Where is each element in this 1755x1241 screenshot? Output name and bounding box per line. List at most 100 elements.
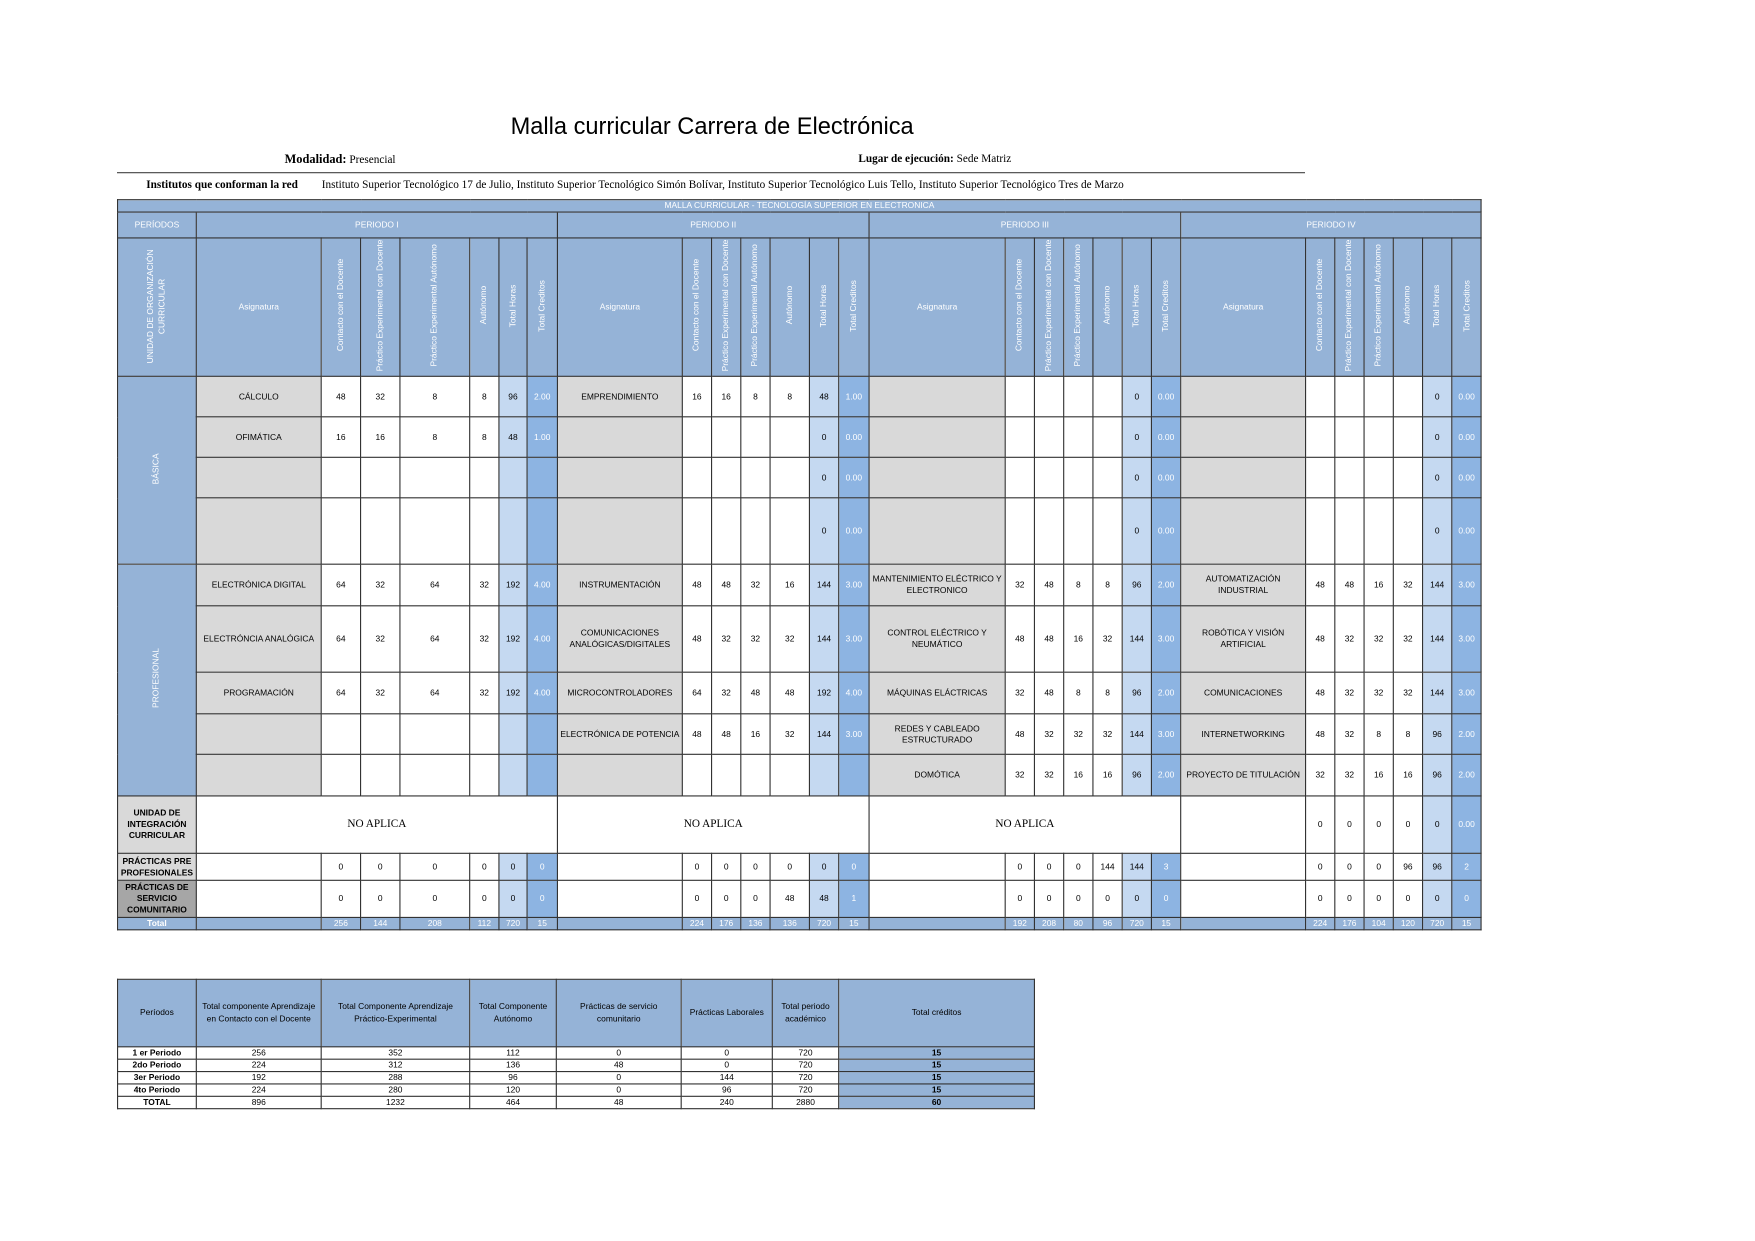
summary-period: 3er Periodo — [117, 1071, 197, 1085]
hours: 15 — [1150, 917, 1182, 931]
hours — [399, 497, 471, 565]
hours: 48 — [711, 713, 742, 756]
hours: 32 — [1063, 713, 1094, 756]
hours: 32 — [1334, 753, 1365, 797]
hours: 0 — [740, 852, 771, 882]
hours: 48 — [681, 605, 713, 673]
hours — [469, 456, 500, 499]
subject: COMUNICACIONES — [1180, 671, 1307, 715]
hours: 0 — [360, 852, 401, 882]
summary-period: 1 er Periodo — [117, 1046, 197, 1060]
hours: 256 — [320, 917, 362, 931]
row: Períodos Total componente Aprendizaje en … — [117, 978, 1035, 1048]
hours: 48 — [711, 563, 742, 607]
hours: 0.00 — [1451, 375, 1482, 418]
special-label: UNIDAD DE INTEGRACIÓN CURRICULAR — [117, 795, 197, 855]
hours: 0 — [1334, 795, 1365, 855]
hours: 0 — [1392, 795, 1424, 855]
summary-value: 60 — [838, 1095, 1035, 1110]
modalidad: Modalidad: Presencial — [285, 153, 396, 167]
hours — [399, 713, 471, 756]
hours: 2.00 — [1150, 753, 1182, 797]
hours — [681, 753, 713, 797]
row: ELECTRÓNCIA ANALÓGICA 64 32 64 32 192 4.00 COMU… — [118, 605, 1482, 673]
hours: 96 — [1422, 852, 1453, 882]
hours — [740, 456, 771, 499]
hours: 32 — [469, 563, 500, 607]
row: 3er Periodo 192 288 96 0 144 720 15 — [117, 1071, 1035, 1085]
hours: 208 — [399, 917, 471, 931]
hours: 0 — [469, 879, 500, 919]
row: TOTAL 896 1232 464 48 240 2880 60 — [117, 1095, 1035, 1110]
column-header-text: Práctico Experimental con Docente — [1343, 239, 1354, 372]
hours — [1063, 375, 1094, 418]
column-header: Práctico Experimental con Docente — [360, 237, 401, 378]
hours — [740, 753, 771, 797]
unit-label-text: BÁSICA — [151, 453, 162, 485]
subject: EMPRENDIMIENTO — [556, 375, 683, 418]
hours — [1363, 456, 1394, 499]
subject — [195, 753, 322, 797]
hours — [1334, 456, 1365, 499]
hours: 0 — [769, 852, 810, 882]
hours — [1004, 375, 1035, 418]
summary-value: 112 — [469, 1046, 557, 1060]
hours: 0 — [1422, 795, 1453, 855]
hours: 32 — [769, 713, 810, 756]
summary-value: 96 — [680, 1083, 773, 1097]
hours: 192 — [808, 671, 840, 715]
unit-label: BÁSICA — [117, 375, 197, 565]
hours: 16 — [1363, 753, 1394, 797]
column-header: Total Creditos — [526, 237, 558, 378]
hours: 0 — [526, 852, 558, 882]
period-header: PERIODO IV — [1180, 211, 1482, 239]
hours — [399, 753, 471, 797]
hours: 32 — [360, 605, 401, 673]
column-header-text: Total Horas — [507, 284, 518, 327]
hours: 0 — [1422, 416, 1453, 459]
hours: 48 — [769, 879, 810, 919]
hours: 0.00 — [1150, 375, 1182, 418]
row: OFIMÁTICA 16 16 8 8 48 1.00 0 0.00 0 0.00 0 0.00 — [118, 416, 1482, 459]
modalidad-label: Modalidad: — [284, 153, 347, 167]
hours: 0 — [1334, 879, 1365, 919]
column-header: Autónomo — [469, 237, 500, 378]
hours: 32 — [1033, 753, 1065, 797]
subject: DOMÓTICA — [868, 753, 1006, 797]
summary-value: 224 — [195, 1083, 322, 1097]
hours: 0 — [1334, 852, 1365, 882]
subject — [1180, 375, 1307, 418]
summary-header: Total componente Aprendizaje en Contacto… — [195, 978, 322, 1048]
hours — [769, 416, 810, 459]
hours: 15 — [1451, 917, 1482, 931]
summary-value: 224 — [195, 1058, 322, 1073]
column-header-text: Práctico Experimental Autónomo — [1072, 244, 1083, 367]
hours: 4.00 — [526, 605, 558, 673]
hours: 192 — [498, 671, 528, 715]
subject — [868, 879, 1006, 919]
hours: 16 — [740, 713, 771, 756]
hours: 112 — [469, 917, 500, 931]
hours: 8 — [1092, 563, 1123, 607]
institutos-label: Institutos que conforman la red — [146, 178, 298, 192]
hours: 0 — [498, 879, 528, 919]
hours: 192 — [498, 563, 528, 607]
column-header-text: Contacto con el Docente — [1314, 259, 1325, 352]
hours: 144 — [1422, 563, 1453, 607]
hours — [769, 753, 810, 797]
hours: 32 — [1004, 563, 1035, 607]
summary-value: 48 — [555, 1058, 682, 1073]
column-header-text: Total Horas — [1431, 284, 1442, 327]
row: BÁSICA CÁLCULO 48 32 8 8 96 2.00 EMPRENDIMIENTO 1… — [117, 375, 1482, 565]
hours — [1305, 456, 1336, 499]
hours: 0 — [740, 879, 771, 919]
subject — [195, 852, 322, 882]
hours: 0 — [1033, 879, 1065, 919]
hours: 64 — [320, 671, 362, 715]
column-header: Contacto con el Docente — [320, 237, 362, 378]
hours: 144 — [360, 917, 401, 931]
subject — [556, 497, 683, 565]
hours — [526, 753, 558, 797]
hours: 144 — [808, 563, 840, 607]
